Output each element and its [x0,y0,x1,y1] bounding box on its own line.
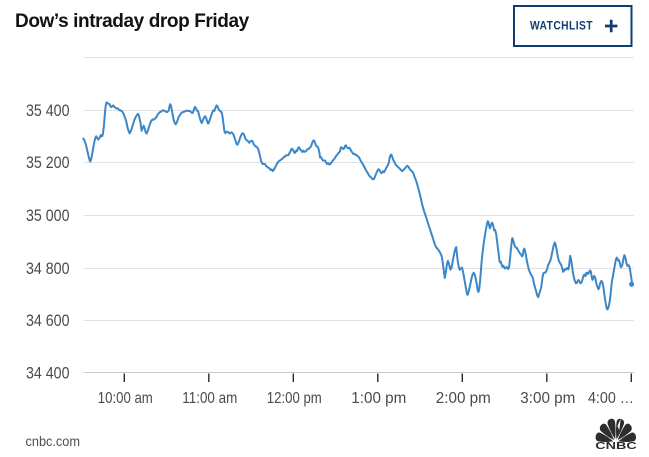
svg-text:12:00 pm: 12:00 pm [267,390,322,407]
svg-text:CNBC: CNBC [595,441,637,452]
svg-text:35 000: 35 000 [26,207,70,225]
svg-text:WATCHLIST: WATCHLIST [530,20,593,32]
svg-text:4:00 …: 4:00 … [588,390,634,407]
svg-text:cnbc.com: cnbc.com [26,433,81,449]
svg-text:34 800: 34 800 [26,260,70,278]
svg-text:2:00 pm: 2:00 pm [436,390,491,407]
svg-text:35 200: 35 200 [26,154,70,172]
svg-text:3:00 pm: 3:00 pm [520,390,575,407]
svg-text:11:00 am: 11:00 am [182,390,237,407]
svg-text:34 600: 34 600 [26,312,70,330]
svg-text:35 400: 35 400 [26,102,70,120]
svg-text:1:00 pm: 1:00 pm [351,390,406,407]
svg-text:10:00 am: 10:00 am [98,390,153,407]
svg-text:34 400: 34 400 [26,364,70,382]
